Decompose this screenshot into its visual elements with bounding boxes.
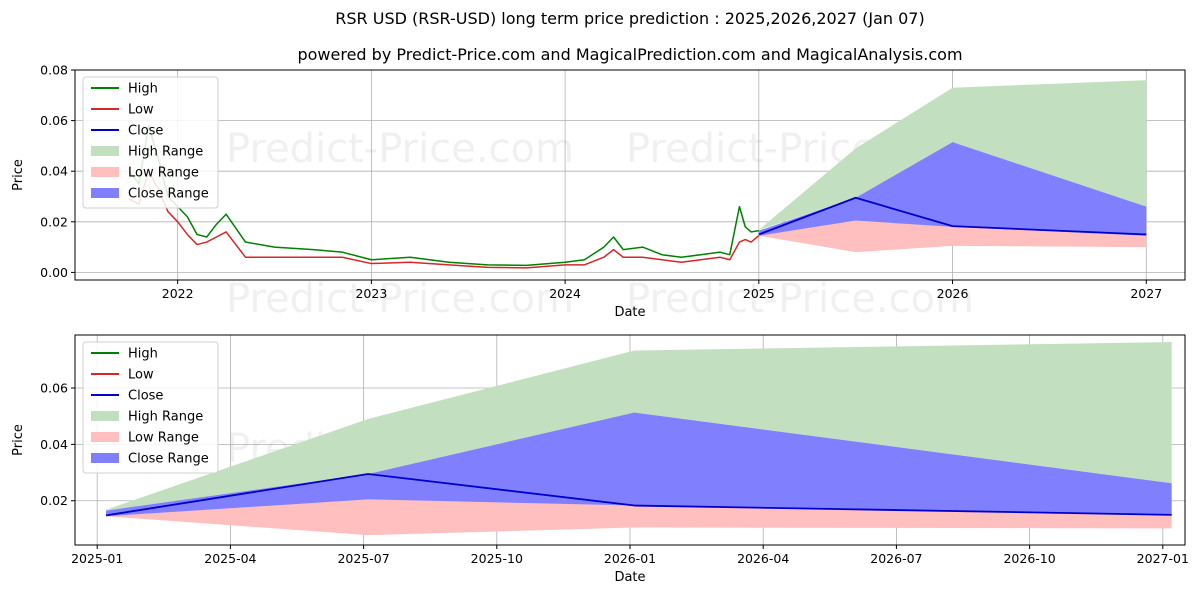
x-tick-label: 2026-07 (870, 551, 922, 566)
y-tick-label: 0.08 (40, 63, 68, 78)
legend-label: High (128, 82, 158, 97)
y-tick-label: 0.04 (40, 164, 68, 179)
high-range-area (758, 80, 1147, 230)
legend-label: Close (128, 124, 163, 139)
legend-label: Low (128, 368, 154, 383)
x-tick-label: 2026-04 (737, 551, 789, 566)
low-range-legend-swatch (91, 432, 119, 442)
close-line (105, 473, 1172, 517)
x-axis-label: Date (614, 570, 645, 585)
x-tick-label: 2025 (743, 286, 775, 301)
close-range-area (106, 412, 1172, 517)
plot-1: Predict-Price.com Predict-Price.com Predic… (11, 63, 1186, 322)
low-range-area (106, 497, 1172, 536)
x-tick-label: 2025-10 (471, 551, 523, 566)
y-tick-label: 0.02 (40, 493, 68, 508)
y-tick-label: 0.00 (40, 265, 68, 280)
y-axis-label: Price (11, 159, 26, 191)
plot-2: Predict-Price.comPredict-Price.com2025-0… (11, 334, 1189, 585)
legend-label: High (128, 347, 158, 362)
y-tick-label: 0.04 (40, 437, 68, 452)
high-line (128, 124, 759, 267)
legend-label: High Range (128, 410, 203, 425)
legend-label: Low Range (128, 431, 199, 446)
high-range-legend-swatch (91, 146, 119, 156)
chart-subtitle: powered by Predict-Price.com and Magical… (297, 45, 963, 64)
low-range-legend-swatch (91, 167, 119, 177)
y-tick-label: 0.02 (40, 214, 68, 229)
y-tick-label: 0.06 (40, 380, 68, 395)
close-range-legend-swatch (91, 453, 119, 463)
legend-label: Close (128, 389, 163, 404)
x-tick-label: 2026-10 (1003, 551, 1055, 566)
axes-frame (74, 69, 1186, 281)
low-line (128, 170, 760, 269)
low-range-area (758, 219, 1147, 253)
x-tick-label: 2025-04 (204, 551, 256, 566)
high-range-legend-swatch (91, 411, 119, 421)
watermark: Predict-Price.com (226, 126, 574, 172)
x-tick-label: 2026 (937, 286, 969, 301)
close-line (758, 196, 1147, 236)
x-tick-label: 2022 (162, 286, 194, 301)
x-tick-label: 2027-01 (1137, 551, 1189, 566)
legend-label: Close Range (128, 187, 209, 202)
close-range-legend-swatch (91, 188, 119, 198)
legend-label: Close Range (128, 452, 209, 467)
x-tick-label: 2025-07 (337, 551, 389, 566)
legend-label: Low Range (128, 166, 199, 181)
chart-title: RSR USD (RSR-USD) long term price predic… (335, 9, 925, 28)
legend-label: Low (128, 103, 154, 118)
x-tick-label: 2023 (355, 286, 387, 301)
y-tick-label: 0.06 (40, 113, 68, 128)
high-range-area (106, 342, 1172, 511)
close-range-area (758, 142, 1147, 236)
x-axis-label: Date (614, 305, 645, 320)
x-tick-label: 2027 (1130, 286, 1162, 301)
watermark: Predict-Price.com (226, 276, 574, 322)
y-axis-label: Price (11, 424, 26, 456)
legend: High Low Close High Range Low Range Close Ran… (82, 341, 219, 474)
x-tick-label: 2026-01 (604, 551, 656, 566)
x-tick-label: 2025-01 (71, 551, 123, 566)
legend: High Low Close High Range Low Range Close Ran… (82, 76, 219, 209)
x-tick-label: 2024 (549, 286, 581, 301)
legend-label: High Range (128, 145, 203, 160)
watermark: Predict-Price.com (626, 276, 974, 322)
